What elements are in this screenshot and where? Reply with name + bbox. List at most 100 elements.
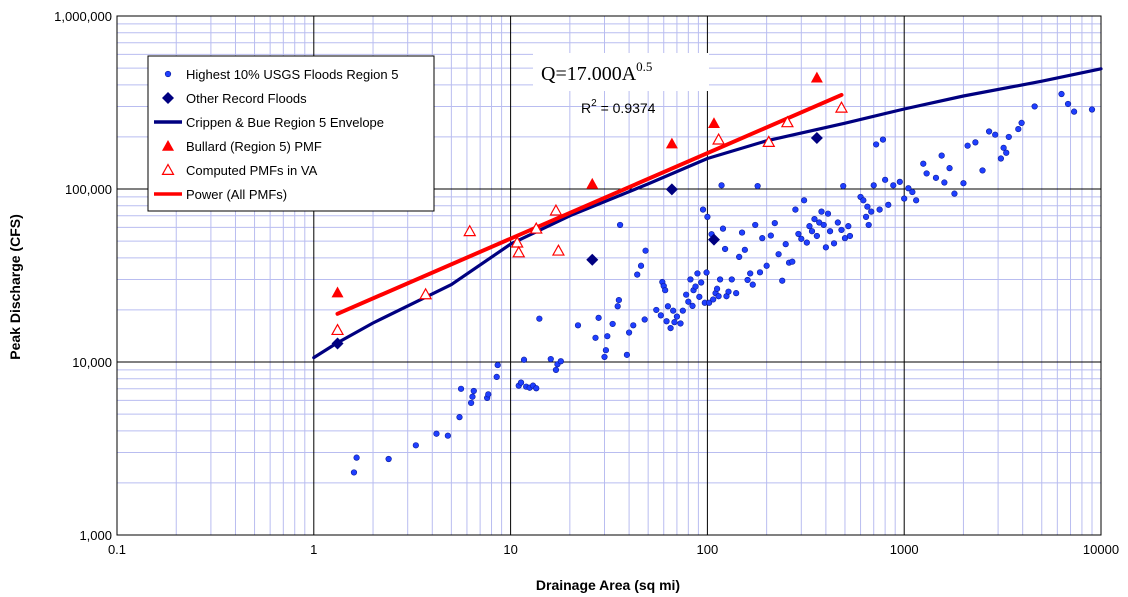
data-point [1015, 125, 1022, 133]
data-point [574, 322, 582, 329]
data-point [870, 182, 877, 189]
data-point [719, 225, 727, 232]
y-tick-label: 1,000 [79, 528, 112, 543]
data-point [752, 221, 759, 229]
data-point [689, 302, 696, 309]
data-point [412, 442, 419, 449]
data-point [754, 182, 761, 190]
data-point [694, 270, 701, 277]
series-bullard-region-5-pmf [331, 71, 823, 298]
data-point [800, 197, 808, 204]
data-point [775, 251, 782, 258]
data-point [637, 262, 645, 269]
data-point [642, 247, 649, 254]
data-point [586, 177, 599, 189]
trendline-equation: Q=17.000A0.5 R2 = 0.9374 [533, 53, 709, 116]
data-point [602, 347, 610, 354]
data-point [876, 206, 883, 213]
legend-item: Highest 10% USGS Floods Region 5 [164, 67, 398, 82]
data-point [529, 221, 543, 234]
data-point [840, 182, 847, 190]
data-point [738, 229, 746, 236]
data-point [789, 258, 796, 265]
data-point [810, 132, 823, 145]
data-point [782, 241, 789, 248]
data-point [834, 100, 848, 113]
data-point [331, 337, 344, 350]
data-point [736, 253, 743, 261]
data-point [685, 298, 692, 305]
data-point [699, 206, 707, 213]
data-point [552, 366, 560, 374]
data-point [698, 279, 705, 286]
data-point [818, 208, 825, 215]
data-point [707, 117, 720, 129]
series-other-record-floods [331, 132, 823, 350]
data-point [353, 454, 360, 461]
y-tick-label: 100,000 [65, 182, 112, 197]
data-point [824, 210, 832, 217]
legend: Highest 10% USGS Floods Region 5 Other Re… [147, 55, 435, 212]
data-point [1064, 100, 1072, 108]
data-point [469, 393, 476, 400]
data-point [920, 160, 927, 167]
series-computed-pmfs-in-va [331, 100, 848, 336]
data-point [707, 233, 720, 246]
equation-box [533, 53, 709, 91]
data-point [696, 293, 703, 300]
data-point [771, 220, 778, 227]
data-point [551, 243, 565, 256]
data-point [494, 361, 501, 369]
data-point [704, 213, 711, 220]
r-squared-label: R2 = 0.9374 [581, 98, 656, 116]
data-point [938, 152, 945, 159]
data-point [822, 244, 829, 251]
data-point [763, 262, 770, 269]
data-point [909, 188, 916, 196]
data-point [792, 206, 799, 213]
data-point [1071, 108, 1078, 115]
equation-label: Q=17.000A0.5 [541, 59, 652, 85]
x-tick-label: 10 [503, 542, 517, 557]
data-point [811, 215, 818, 223]
data-point [692, 283, 699, 290]
legend-item: Crippen & Bue Region 5 Envelope [154, 115, 384, 130]
data-point [830, 240, 838, 247]
data-point [834, 219, 841, 226]
data-point [549, 203, 563, 216]
data-point [1003, 149, 1010, 156]
data-point [586, 253, 599, 266]
data-point [557, 358, 564, 365]
data-point [997, 155, 1004, 162]
data-point [679, 307, 686, 314]
data-point [536, 315, 543, 322]
data-point [795, 230, 802, 238]
y-tick-label: 10,000 [72, 355, 112, 370]
data-point [826, 228, 834, 235]
data-point [885, 201, 892, 208]
data-point [1058, 90, 1065, 98]
data-point [1018, 119, 1025, 127]
data-point [846, 232, 854, 240]
data-point [512, 245, 526, 258]
x-tick-label: 10000 [1083, 542, 1119, 557]
data-point [964, 142, 971, 149]
data-point [985, 128, 993, 135]
data-point [493, 373, 500, 381]
data-point [614, 303, 621, 310]
data-point [1088, 106, 1096, 113]
data-point [517, 379, 525, 386]
data-point [665, 137, 678, 149]
data-point [547, 355, 554, 363]
y-axis-ticks: 1,000 10,000 100,000 1,000,000 [54, 9, 112, 543]
data-point [710, 296, 717, 303]
data-point [946, 165, 953, 172]
data-point [979, 167, 986, 174]
data-point [433, 430, 440, 437]
data-point [756, 269, 764, 276]
data-point [762, 135, 776, 147]
data-point [741, 246, 748, 253]
data-point [780, 115, 794, 128]
data-point [601, 353, 608, 361]
